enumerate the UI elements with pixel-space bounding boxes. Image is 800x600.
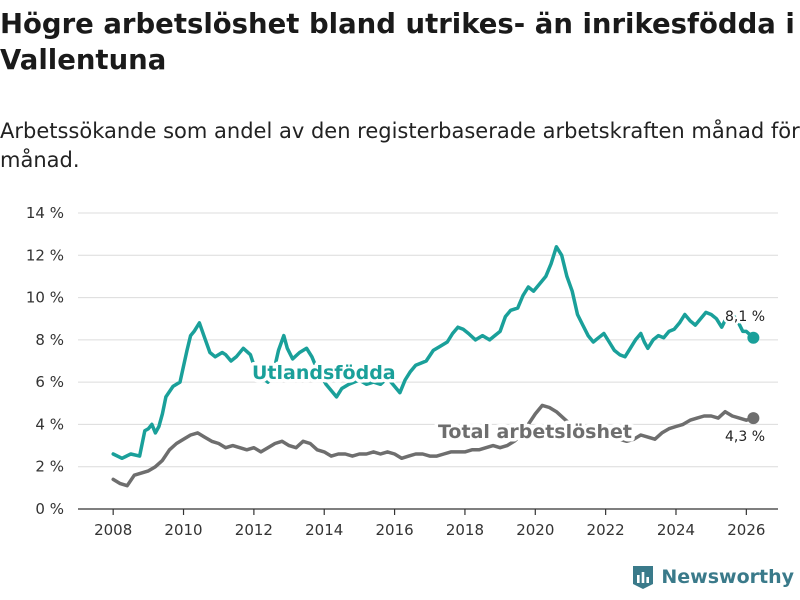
x-tick-label: 2024 [657, 521, 695, 539]
brand-name: Newsworthy [661, 566, 794, 588]
chart-subtitle: Arbetssökande som andel av den registerb… [0, 119, 800, 172]
y-tick-label: 12 % [26, 246, 64, 264]
x-tick-label: 2018 [446, 521, 484, 539]
x-tick-label: 2014 [305, 521, 343, 539]
y-tick-label: 14 % [26, 204, 64, 222]
x-tick-label: 2026 [727, 521, 765, 539]
x-tick-label: 2010 [164, 521, 202, 539]
y-tick-label: 6 % [35, 373, 64, 391]
total-series-line [111, 403, 756, 488]
utlandsfodda-end-label: 8,1 % [725, 309, 765, 325]
x-tick-label: 2022 [587, 521, 625, 539]
x-tick-label: 2008 [94, 521, 132, 539]
utlandsfodda-end-label-halo: 8,1 % [725, 309, 765, 325]
y-tick-label: 0 % [35, 500, 64, 518]
total-end-label-halo: 4,3 % [725, 429, 765, 445]
total-end-label: 4,3 % [725, 429, 765, 445]
y-tick-label: 8 % [35, 331, 64, 349]
total-end-point [747, 412, 760, 425]
y-tick-label: 10 % [26, 289, 64, 307]
utlandsfodda-series-line [111, 245, 756, 461]
utlandsfodda-label-halo: Utlandsfödda [252, 362, 396, 384]
y-tick-label: 2 % [35, 458, 64, 476]
utlandsfodda-end-point [747, 331, 760, 344]
y-tick-label: 4 % [35, 415, 64, 433]
total-label-halo: Total arbetslöshet [438, 421, 632, 443]
x-tick-label: 2020 [516, 521, 554, 539]
newsworthy-logo-icon [633, 566, 654, 589]
brand: Newsworthy [631, 562, 794, 592]
x-tick-label: 2016 [375, 521, 413, 539]
total-label: Total arbetslöshet [438, 421, 632, 443]
x-tick-label: 2012 [235, 521, 273, 539]
utlandsfodda-label: Utlandsfödda [252, 362, 396, 384]
chart-title: Högre arbetslöshet bland utrikes- än inr… [0, 8, 795, 76]
